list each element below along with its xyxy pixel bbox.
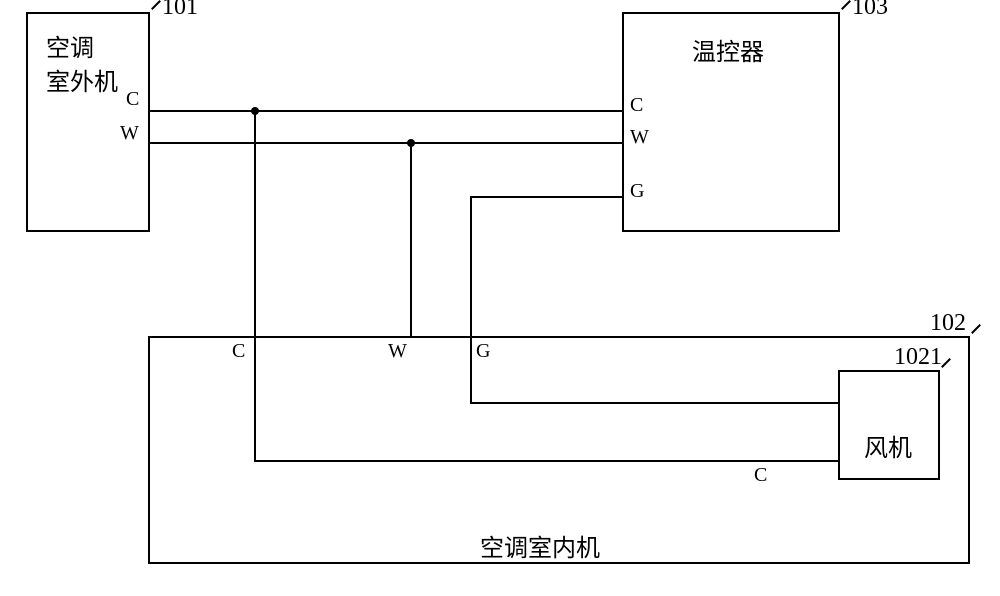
terminal-indoor-c-fan: C	[754, 464, 767, 487]
wire-c-bus	[150, 110, 622, 112]
terminal-indoor-g-top: G	[476, 340, 490, 363]
outdoor-unit-label: 空调 室外机	[46, 32, 118, 100]
diagram-canvas: 空调 室外机 101 温控器 103 空调室内机 102 风机 1021 C W…	[0, 0, 1000, 596]
thermostat-box: 温控器	[622, 12, 840, 232]
wire-c-inside-v	[254, 336, 256, 460]
terminal-thermo-g: G	[630, 180, 644, 203]
wire-g-inside-v	[470, 336, 472, 402]
indoor-ref-tick	[971, 324, 981, 334]
terminal-outdoor-w: W	[120, 122, 139, 145]
indoor-ref-number: 102	[930, 310, 966, 337]
wire-w-drop	[410, 142, 412, 336]
terminal-outdoor-c: C	[126, 88, 139, 111]
terminal-thermo-c: C	[630, 94, 643, 117]
fan-box: 风机	[838, 370, 940, 480]
wire-g-drop	[470, 196, 472, 336]
indoor-unit-label: 空调室内机	[480, 528, 600, 563]
outdoor-ref-tick	[151, 0, 161, 10]
fan-label: 风机	[864, 428, 912, 463]
wire-c-drop	[254, 110, 256, 336]
terminal-indoor-w-top: W	[388, 340, 407, 363]
wire-w-bus	[150, 142, 622, 144]
outdoor-ref-number: 101	[162, 0, 198, 21]
wire-c-inside-h	[254, 460, 838, 462]
wire-g-inside-h	[470, 402, 838, 404]
junction-w	[407, 139, 415, 147]
thermostat-ref-tick	[841, 0, 851, 10]
terminal-indoor-c-top: C	[232, 340, 245, 363]
thermostat-ref-number: 103	[852, 0, 888, 21]
wire-g-from-thermostat	[470, 196, 622, 198]
thermostat-label: 温控器	[692, 32, 764, 67]
junction-c	[251, 107, 259, 115]
fan-ref-number: 1021	[894, 344, 942, 371]
terminal-thermo-w: W	[630, 126, 649, 149]
